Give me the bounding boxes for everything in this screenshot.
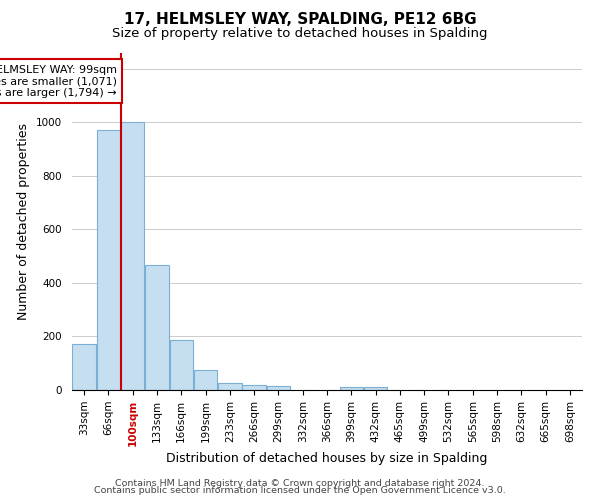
Bar <box>218 384 242 390</box>
Bar <box>170 340 193 390</box>
Bar <box>242 384 266 390</box>
Text: Size of property relative to detached houses in Spalding: Size of property relative to detached ho… <box>112 28 488 40</box>
Text: Contains HM Land Registry data © Crown copyright and database right 2024.: Contains HM Land Registry data © Crown c… <box>115 478 485 488</box>
Text: 17 HELMSLEY WAY: 99sqm
← 37% of detached houses are smaller (1,071)
62% of semi-: 17 HELMSLEY WAY: 99sqm ← 37% of detached… <box>0 64 117 98</box>
Bar <box>194 370 217 390</box>
Bar <box>97 130 120 390</box>
Y-axis label: Number of detached properties: Number of detached properties <box>17 122 31 320</box>
Bar <box>73 344 96 390</box>
Bar <box>266 386 290 390</box>
Bar <box>364 388 388 390</box>
Bar <box>340 388 363 390</box>
Text: 17, HELMSLEY WAY, SPALDING, PE12 6BG: 17, HELMSLEY WAY, SPALDING, PE12 6BG <box>124 12 476 28</box>
Bar <box>121 122 145 390</box>
Text: Contains public sector information licensed under the Open Government Licence v3: Contains public sector information licen… <box>94 486 506 495</box>
X-axis label: Distribution of detached houses by size in Spalding: Distribution of detached houses by size … <box>166 452 488 464</box>
Bar <box>145 266 169 390</box>
